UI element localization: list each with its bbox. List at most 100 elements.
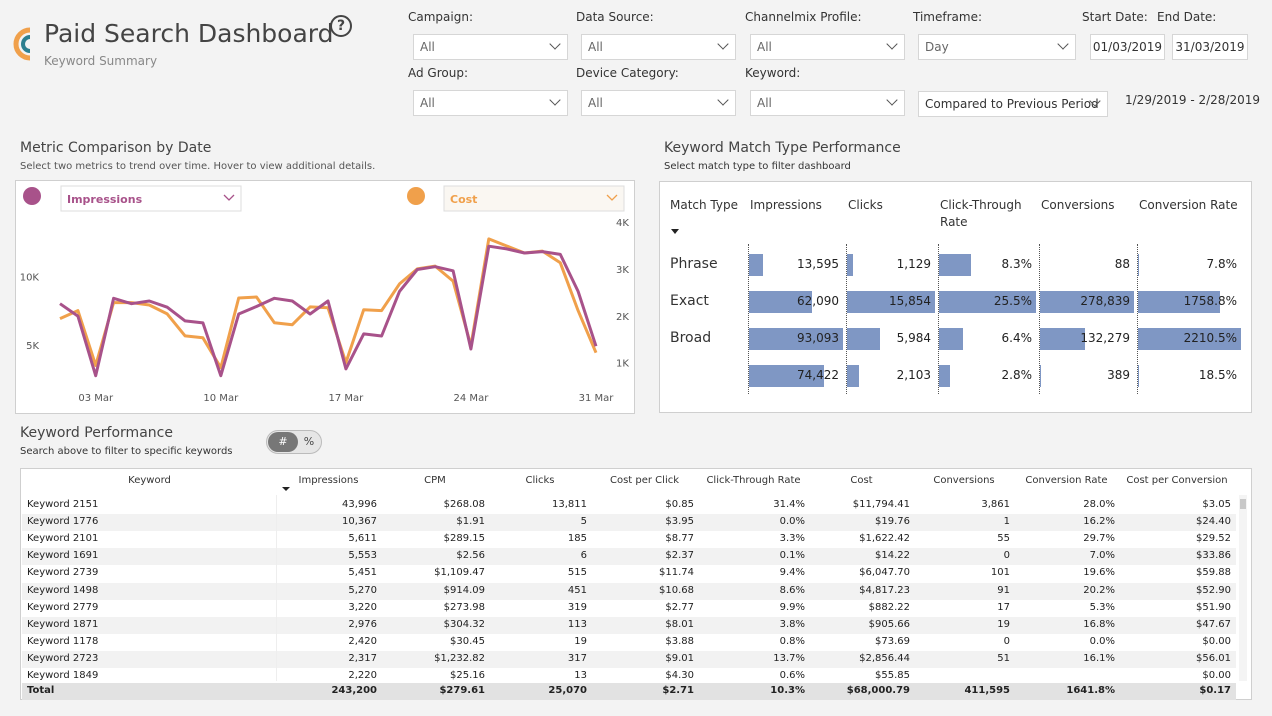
cell: $0.00	[1202, 670, 1231, 681]
date-input[interactable]: 01/03/2019	[1090, 34, 1165, 60]
dropdown[interactable]: All	[413, 34, 568, 60]
column-header: Conversion Rate	[1139, 198, 1238, 212]
y2-tick-label: 4K	[616, 218, 629, 229]
bar	[749, 291, 812, 313]
cell: Keyword 1849	[27, 670, 99, 681]
column-header[interactable]: Impressions	[298, 475, 359, 486]
table-row	[22, 599, 1236, 617]
metric-dropdown[interactable]	[60, 185, 242, 212]
chevron	[549, 94, 561, 106]
cell: $905.66	[868, 618, 910, 630]
chevron	[886, 38, 898, 50]
bar	[749, 328, 843, 350]
toggle-option[interactable]: %	[303, 435, 315, 448]
dropdown[interactable]: All	[750, 34, 905, 60]
dropdown[interactable]: All	[750, 90, 905, 116]
dropdown[interactable]: Compared to Previous Period	[918, 91, 1108, 117]
cell: 19.6%	[1083, 567, 1115, 579]
table-row	[22, 497, 1236, 514]
cell: 74,422	[797, 368, 839, 382]
table-row	[22, 668, 1236, 685]
table-row	[22, 683, 1236, 700]
column-header: Impressions	[750, 198, 822, 212]
dropdown[interactable]: All	[581, 90, 736, 116]
column-header: Click-Through Rate	[940, 198, 1022, 229]
match-type-panel: Match Type Impressions Clicks Click-Through…	[659, 181, 1252, 413]
row-label[interactable]: Phrase	[670, 256, 718, 272]
column-header[interactable]: CPM	[424, 475, 446, 486]
cell: 5	[580, 516, 587, 528]
chevron	[717, 38, 729, 50]
y2-tick-label: 2K	[616, 312, 629, 323]
cell: 2,976	[348, 618, 377, 630]
cell: Keyword 1178	[27, 635, 99, 647]
cell: 278,839	[1080, 294, 1130, 308]
y-tick-label: 5K	[26, 341, 39, 352]
legend-dot	[407, 187, 425, 205]
cell: $2,856.44	[859, 652, 910, 664]
cell: $3.95	[665, 516, 694, 528]
dropdown[interactable]: All	[581, 34, 736, 60]
bar	[1040, 328, 1085, 350]
filter-label: Start Date:	[1082, 10, 1148, 24]
cell: Keyword 2151	[27, 499, 99, 510]
cell: Total	[27, 685, 55, 696]
panel-title: Keyword Performance	[20, 425, 173, 441]
column-divider	[1039, 244, 1040, 394]
cell: 3.8%	[779, 618, 805, 630]
scrollbar[interactable]	[1239, 495, 1247, 681]
cell: $19.76	[875, 516, 910, 528]
column-header[interactable]: Keyword	[128, 475, 171, 486]
column-header[interactable]: Cost per Click	[609, 475, 680, 486]
column-header[interactable]: Conversions	[933, 475, 995, 486]
toggle[interactable]: # %	[266, 430, 322, 454]
cell: 0.6%	[779, 670, 805, 681]
cell: $0.85	[665, 499, 694, 510]
y-tick-label: 10K	[20, 272, 40, 283]
cell: 6	[580, 550, 587, 562]
column-header[interactable]: Cost	[850, 475, 873, 486]
table-row	[22, 582, 1236, 600]
column-header[interactable]: Cost per Conversion	[1126, 475, 1228, 486]
dropdown[interactable]: All	[413, 90, 568, 116]
cell: 185	[567, 533, 587, 545]
cell: $1,109.47	[434, 567, 485, 579]
x-tick-label: 17 Mar	[328, 393, 364, 404]
bar	[1138, 365, 1139, 387]
cell: 319	[567, 601, 587, 613]
date-input[interactable]: 31/03/2019	[1172, 34, 1248, 60]
cell: 29.7%	[1083, 533, 1115, 545]
dropdown[interactable]: Day	[918, 34, 1076, 60]
cell: 0	[1003, 550, 1010, 562]
toggle-option[interactable]: #	[268, 432, 298, 452]
cell: $51.90	[1196, 601, 1231, 613]
cell: $30.45	[450, 635, 485, 647]
help-button[interactable]: ?	[330, 15, 352, 37]
column-header[interactable]: Click-Through Rate	[706, 475, 801, 486]
cell: 5,553	[348, 550, 377, 562]
series-line	[59, 237, 598, 370]
cell: $11.74	[659, 567, 694, 579]
chevron	[549, 38, 561, 50]
table-row	[22, 514, 1236, 532]
chart-panel: 5K 10K 1K 2K 3K 4K 03 Mar 10 Mar 17 Mar 24 Mar 31 …	[15, 180, 635, 414]
scroll-thumb[interactable]	[1240, 499, 1246, 509]
column-header[interactable]: Conversion Rate	[1025, 475, 1108, 486]
cell: 62,090	[797, 294, 839, 308]
chevron	[1057, 38, 1069, 50]
cell: $2.77	[665, 601, 694, 613]
cell: $882.22	[868, 601, 910, 613]
row-label[interactable]: Broad	[670, 330, 712, 346]
row-label[interactable]: Exact	[670, 293, 709, 309]
bar	[847, 291, 935, 313]
cell: $2.37	[665, 550, 694, 562]
cell: 7.0%	[1089, 550, 1115, 562]
cell: 3,220	[348, 601, 377, 613]
metric-dropdown[interactable]	[443, 185, 625, 212]
cell: 515	[567, 567, 587, 579]
filter-label: Timeframe:	[913, 10, 982, 24]
cell: $304.32	[443, 618, 485, 630]
column-header[interactable]: Clicks	[525, 475, 555, 486]
column-header: Match Type	[670, 198, 738, 212]
cell: 0.8%	[779, 635, 805, 647]
